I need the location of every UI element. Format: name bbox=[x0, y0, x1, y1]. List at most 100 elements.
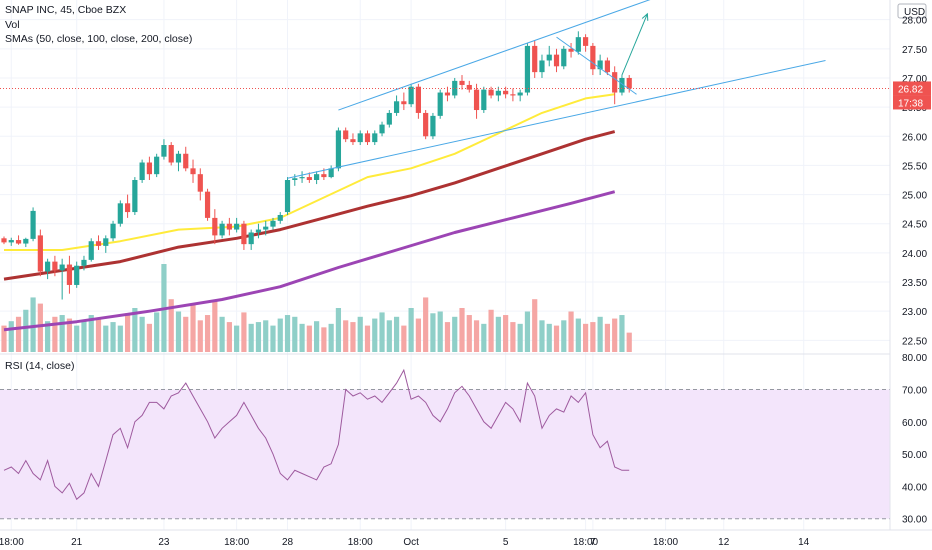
price-tick-label: 24.50 bbox=[902, 220, 927, 231]
candle bbox=[386, 112, 392, 125]
volume-bar bbox=[197, 320, 203, 352]
volume-bar bbox=[386, 320, 392, 352]
time-tick-label: 18:00 bbox=[573, 537, 598, 548]
volume-bar bbox=[553, 325, 560, 352]
time-tick-label: Oct bbox=[403, 537, 419, 548]
candle bbox=[197, 174, 203, 192]
volume-bar bbox=[488, 309, 494, 352]
time-tick-label: 12 bbox=[718, 537, 730, 548]
volume-bar bbox=[357, 316, 363, 352]
sma-legend[interactable]: SMAs (50, close, 100, close, 200, close) bbox=[5, 33, 193, 45]
time-tick-label: 18:00 bbox=[0, 537, 24, 548]
candle bbox=[430, 115, 436, 137]
last-price-value: 26.82 bbox=[898, 84, 923, 95]
volume-bar bbox=[124, 313, 131, 352]
volume-bar bbox=[350, 322, 356, 352]
candle bbox=[95, 241, 102, 246]
candle bbox=[321, 174, 327, 178]
volume-bar bbox=[52, 316, 58, 352]
volume-bar bbox=[226, 322, 232, 352]
volume-bar bbox=[299, 323, 305, 352]
candle bbox=[270, 220, 276, 227]
time-tick-label: 23 bbox=[158, 537, 170, 548]
price-tick-label: 27.50 bbox=[902, 45, 927, 56]
candle bbox=[15, 240, 22, 244]
volume-legend[interactable]: Vol bbox=[5, 19, 20, 31]
volume-bar bbox=[59, 315, 65, 352]
volume-bar bbox=[23, 309, 29, 352]
candle bbox=[23, 238, 29, 244]
candle bbox=[139, 162, 145, 180]
candle bbox=[306, 177, 312, 180]
sma-50-line bbox=[4, 93, 615, 251]
volume-bar bbox=[117, 325, 123, 352]
candle bbox=[379, 124, 385, 134]
candle bbox=[626, 77, 632, 89]
candle bbox=[546, 54, 552, 61]
candle bbox=[110, 223, 116, 239]
volume-bar bbox=[212, 300, 218, 352]
candle bbox=[248, 232, 254, 245]
rsi-line bbox=[3, 368, 630, 501]
candle bbox=[517, 92, 523, 96]
candle bbox=[604, 60, 611, 73]
volume-bar bbox=[408, 308, 414, 352]
volume-bar bbox=[597, 316, 603, 352]
candle bbox=[583, 37, 589, 46]
candle bbox=[408, 86, 414, 105]
candle bbox=[59, 264, 65, 271]
volume-bar bbox=[568, 311, 574, 352]
candle bbox=[524, 45, 531, 93]
volume-bar bbox=[459, 308, 465, 352]
volume-bar bbox=[604, 323, 611, 352]
time-tick-label: 18:00 bbox=[224, 537, 249, 548]
candle bbox=[74, 265, 80, 285]
candle bbox=[590, 45, 596, 70]
volume-bar bbox=[277, 318, 283, 352]
arrow-shaft bbox=[621, 13, 648, 76]
candle bbox=[423, 112, 429, 137]
volume-bar bbox=[284, 315, 291, 352]
time-tick-label: 18:00 bbox=[348, 537, 373, 548]
volume-bar bbox=[532, 299, 538, 352]
candle bbox=[510, 94, 516, 96]
last-price-tag bbox=[893, 81, 931, 96]
volume-bar bbox=[103, 325, 109, 352]
rsi-legend[interactable]: RSI (14, close) bbox=[5, 360, 75, 372]
volume-bar bbox=[139, 316, 145, 352]
volume-bar bbox=[452, 316, 458, 352]
volume-bar bbox=[423, 297, 429, 352]
price-tick-label: 24.00 bbox=[902, 249, 927, 260]
drawings bbox=[0, 0, 890, 179]
price-tick-label: 27.00 bbox=[902, 74, 927, 85]
candle bbox=[52, 261, 58, 271]
volume-bar bbox=[343, 320, 349, 352]
candle bbox=[234, 223, 240, 230]
symbol-legend[interactable]: SNAP INC, 45, Cboe BZX bbox=[5, 4, 127, 16]
candle bbox=[226, 223, 232, 230]
candle bbox=[103, 238, 109, 246]
candle bbox=[328, 168, 334, 178]
time-tick-label: 18:00 bbox=[653, 537, 678, 548]
candle bbox=[183, 153, 189, 169]
volume-bar bbox=[481, 323, 487, 352]
price-tick-label: 25.00 bbox=[902, 191, 927, 202]
volume-bar bbox=[219, 316, 225, 352]
candle bbox=[132, 180, 138, 213]
trend-line bbox=[556, 36, 637, 95]
candle bbox=[8, 240, 14, 243]
candle bbox=[204, 191, 211, 218]
rsi-tick-label: 30.00 bbox=[902, 515, 927, 526]
volume-bar bbox=[546, 323, 552, 352]
volume-bar bbox=[263, 320, 269, 352]
candle bbox=[219, 223, 225, 236]
candle bbox=[568, 48, 574, 52]
volume-bar bbox=[430, 313, 436, 352]
volume-bar bbox=[539, 320, 545, 352]
candle bbox=[284, 180, 291, 213]
rsi-tick-label: 60.00 bbox=[902, 418, 927, 429]
candle bbox=[292, 178, 298, 180]
volume-bar bbox=[190, 303, 196, 352]
